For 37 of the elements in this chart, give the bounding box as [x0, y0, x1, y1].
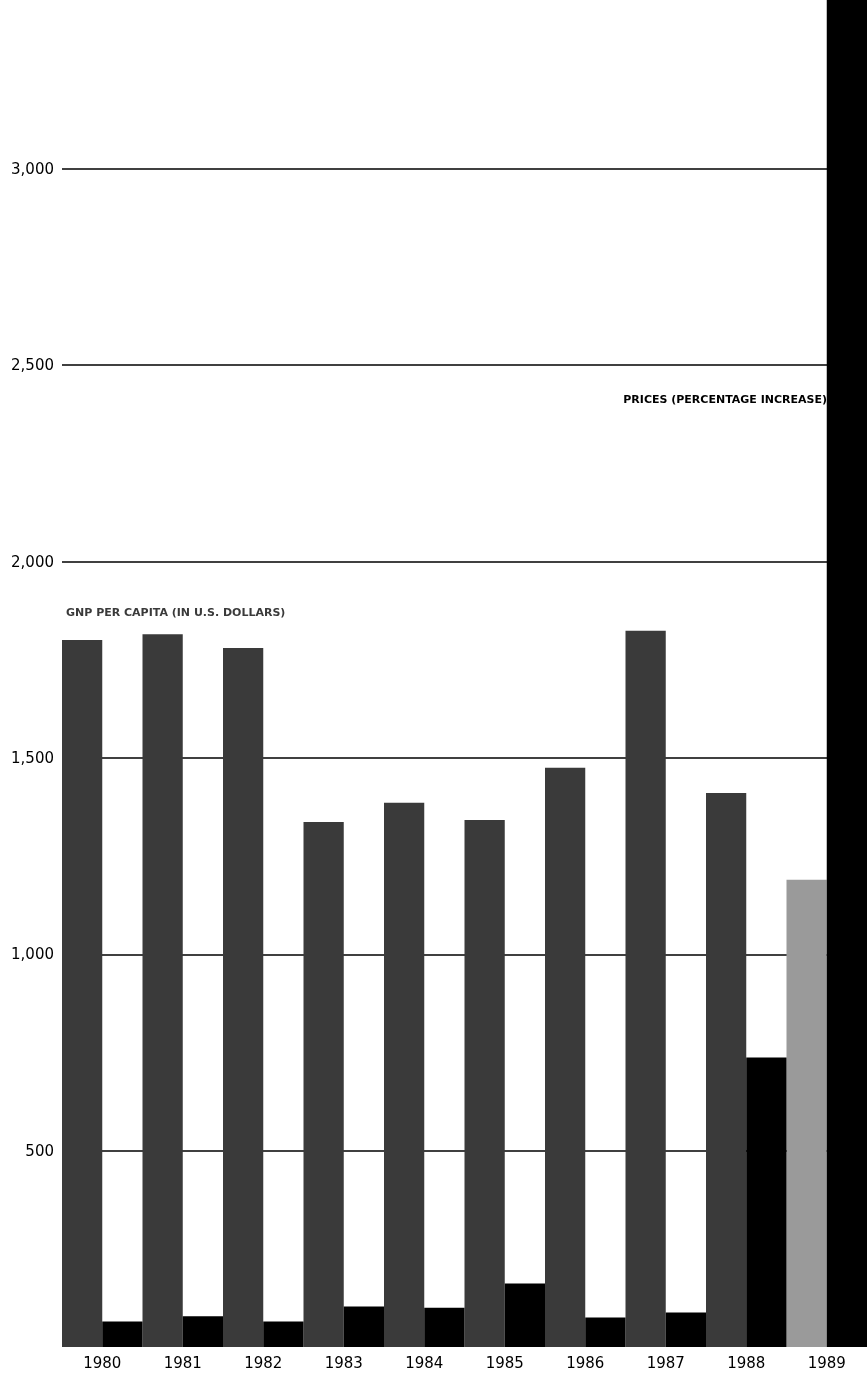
bar	[786, 879, 827, 1347]
bar	[384, 802, 425, 1347]
bar	[665, 1312, 706, 1347]
bar	[223, 647, 264, 1347]
x-tick-label: 1986	[566, 1353, 605, 1372]
bar	[303, 821, 344, 1347]
bar	[343, 1306, 384, 1347]
series-label: PRICES (PERCENTAGE INCREASE)	[623, 393, 827, 407]
x-tick-label: 1985	[485, 1353, 524, 1372]
x-tick-label: 1988	[727, 1353, 766, 1372]
bar	[424, 1307, 465, 1347]
bar	[464, 819, 505, 1347]
series-label: GNP PER CAPITA (IN U.S. DOLLARS)	[66, 605, 286, 619]
x-tick-label: 1980	[83, 1353, 122, 1372]
bar	[706, 792, 747, 1347]
bar	[62, 640, 103, 1347]
bar	[545, 767, 586, 1347]
bar	[182, 1316, 223, 1347]
x-tick-label: 1981	[163, 1353, 202, 1372]
bar	[746, 1057, 787, 1347]
y-tick-label: 2,000	[11, 552, 54, 571]
x-tick-label: 1987	[646, 1353, 685, 1372]
y-tick-label: 1,500	[11, 748, 54, 767]
y-tick-label: 2,500	[11, 356, 54, 375]
bar	[625, 630, 666, 1347]
x-tick-label: 1989	[807, 1353, 846, 1372]
y-tick-label: 1,000	[11, 945, 54, 964]
bar	[263, 1321, 304, 1347]
bar	[102, 1321, 143, 1347]
x-tick-label: 1983	[324, 1353, 363, 1372]
bar	[585, 1317, 626, 1347]
bar	[504, 1283, 545, 1347]
bar	[142, 634, 183, 1347]
y-tick-label: 500	[25, 1141, 54, 1160]
y-tick-label: 3,000	[11, 159, 54, 178]
x-tick-label: 1984	[405, 1353, 444, 1372]
x-tick-label: 1982	[244, 1353, 283, 1372]
